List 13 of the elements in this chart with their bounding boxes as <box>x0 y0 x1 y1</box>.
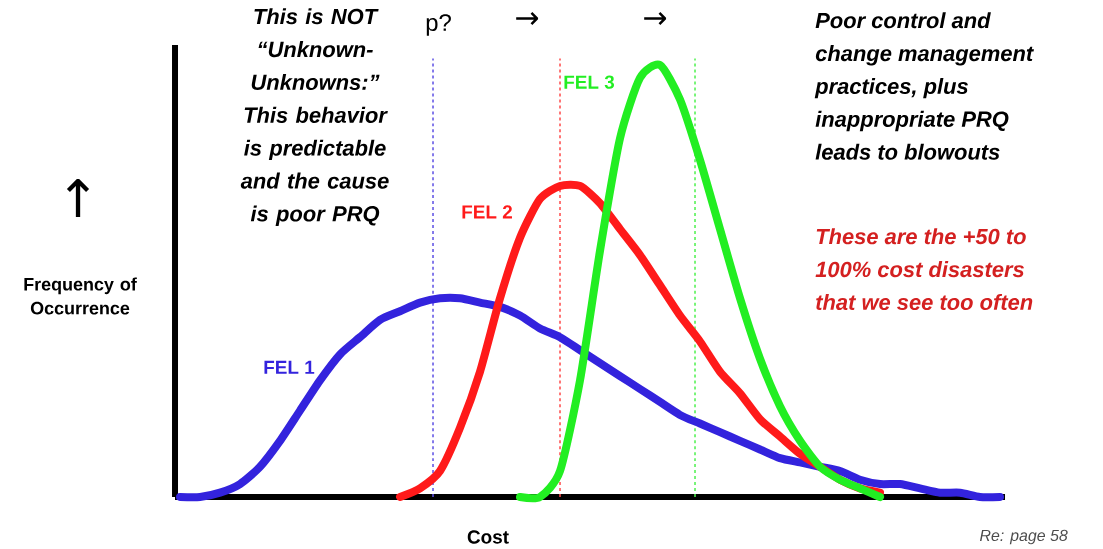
text: p? <box>426 14 451 36</box>
text: → <box>644 12 667 25</box>
text: Re: page 58 <box>979 529 1068 545</box>
text: ↑ <box>66 179 90 217</box>
annotation: These are the +50 to 100% cost disasters that we see too often <box>815 228 1033 311</box>
y-axis-title: Frequency of Occurrence <box>24 277 137 315</box>
annotation: This is NOT “Unknown-Unknowns:” This behavior is predictable and the cause is poor PRQ <box>240 8 389 226</box>
series-label: FEL 3 <box>564 75 615 89</box>
x-axis-title: Cost <box>467 530 509 544</box>
annotation: Poor control and change management practices, plus inappropriate PRQ leads to blowouts <box>814 12 1034 160</box>
text: → <box>516 12 539 25</box>
series-label: FEL 2 <box>462 205 512 219</box>
series-label: FEL 1 <box>264 360 315 374</box>
